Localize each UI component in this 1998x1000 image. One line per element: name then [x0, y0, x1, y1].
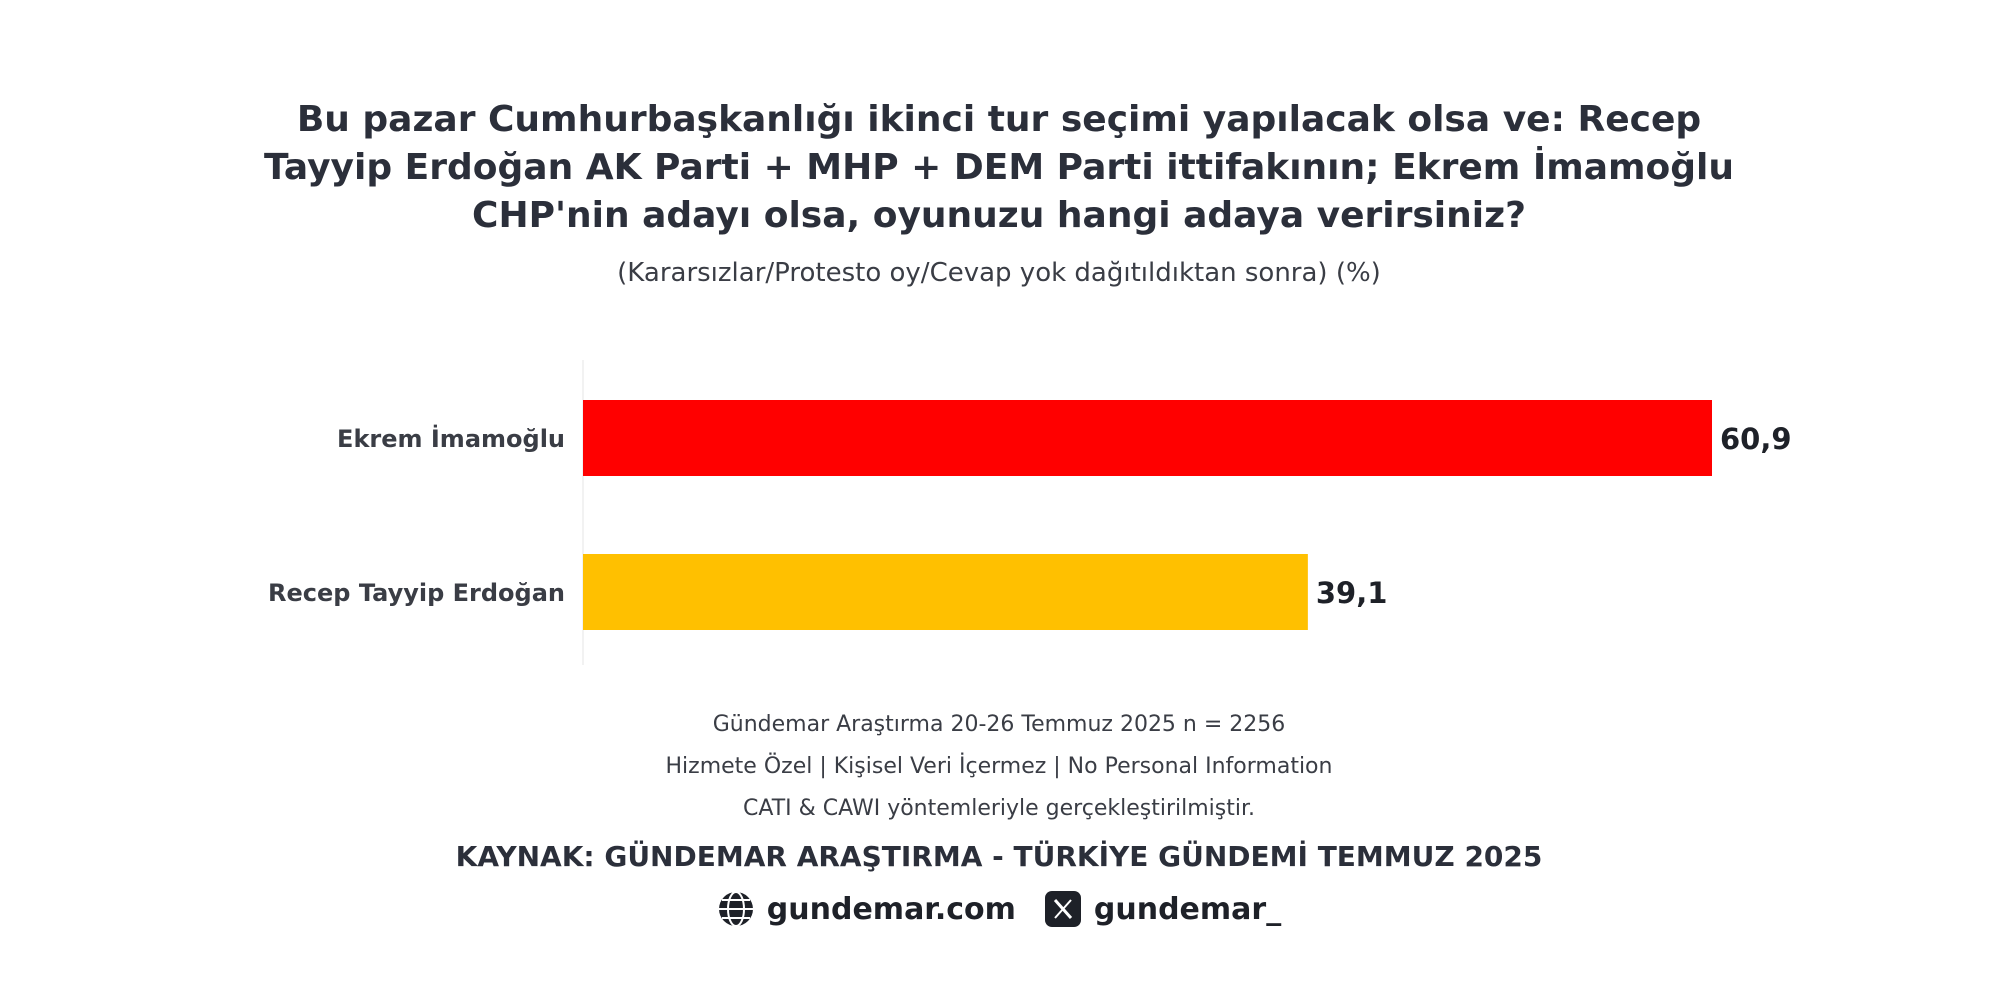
chart-subtitle: (Kararsızlar/Protesto oy/Cevap yok dağıt…	[617, 258, 1381, 288]
value-label-2: 39,1	[1316, 576, 1388, 610]
www-globe-icon	[717, 890, 755, 928]
method-note: CATI & CAWI yöntemleriyle gerçekleştiril…	[742, 796, 1255, 821]
title-line-2: Tayyip Erdoğan AK Parti + MHP + DEM Part…	[263, 147, 1735, 188]
bar-2	[583, 554, 1308, 630]
survey-info: Gündemar Araştırma 20-26 Temmuz 2025 n =…	[712, 712, 1286, 737]
source-line: KAYNAK: GÜNDEMAR ARAŞTIRMA - TÜRKİYE GÜN…	[455, 840, 1543, 873]
title-line-3: CHP'nin adayı olsa, oyunuzu hangi adaya …	[472, 195, 1526, 236]
social-links: gundemar.com gundemar_	[0, 890, 1998, 928]
value-label-1: 60,9	[1720, 422, 1792, 456]
privacy-notice: Hizmete Özel | Kişisel Veri İçermez | No…	[665, 754, 1333, 779]
chart-title: Bu pazar Cumhurbaşkanlığı ikinci tur seç…	[0, 96, 1998, 240]
category-label-1: Ekrem İmamoğlu	[337, 424, 565, 453]
category-label-2: Recep Tayyip Erdoğan	[268, 579, 565, 607]
bar-plot: Ekrem İmamoğlu 60,9 Recep Tayyip Erdoğan 39…	[268, 360, 1792, 665]
website-link[interactable]: gundemar.com	[717, 890, 1016, 928]
x-handle-link[interactable]: gundemar_	[1044, 890, 1281, 928]
website-text: gundemar.com	[766, 891, 1016, 927]
bar-1	[583, 400, 1712, 476]
x-logo-icon	[1044, 890, 1082, 928]
title-line-1: Bu pazar Cumhurbaşkanlığı ikinci tur seç…	[296, 99, 1702, 140]
x-handle-text: gundemar_	[1093, 891, 1282, 927]
